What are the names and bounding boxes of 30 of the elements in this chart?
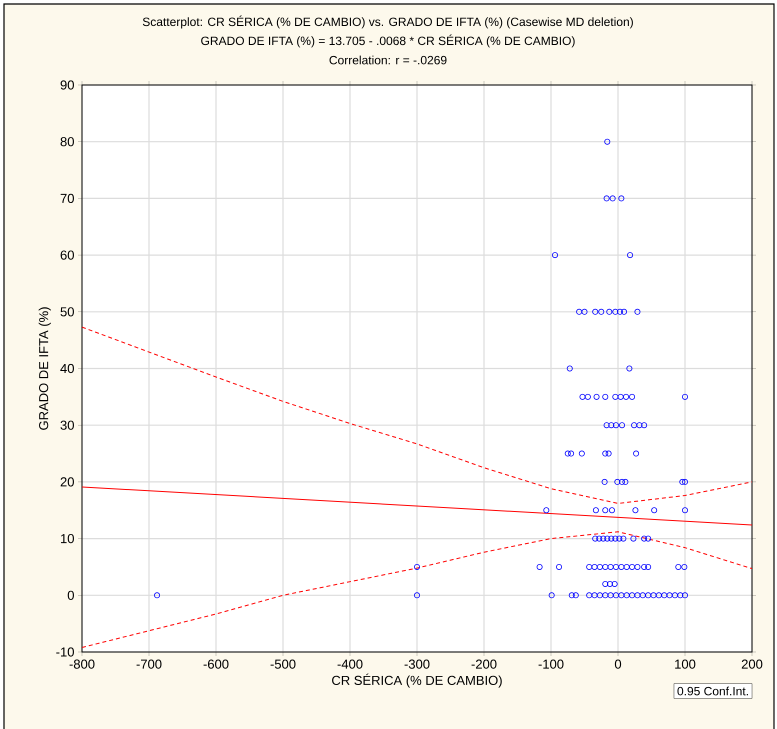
text: 0.95 Conf.Int. [677, 686, 748, 696]
y-tick-label: 10 [60, 534, 74, 544]
chart-subtitle: GRADO DE IFTA (%) = 13.705 - .0068 * CR SÉRICA (% DE CAMBIO) [201, 34, 575, 48]
x-tick-label: -100 [538, 660, 564, 669]
y-axis-title: GRADO DE IFTA (%) [38, 307, 51, 430]
x-tick-label: -500 [270, 660, 296, 669]
x-tick-label: 100 [675, 660, 696, 669]
y-tick-label: 50 [60, 307, 74, 316]
x-tick-label: -800 [70, 660, 95, 669]
x-tick-label: -400 [338, 660, 363, 669]
y-tick-label: 90 [60, 80, 74, 90]
y-tick-label: 80 [60, 137, 74, 146]
x-axis-title: CR SÉRICA (% DE CAMBIO) [332, 674, 502, 688]
text: Correlation: r = -.0269 [330, 56, 446, 64]
x-tick-label: 200 [742, 660, 762, 669]
x-tick-label: -600 [204, 660, 229, 669]
y-tick-label: 60 [60, 250, 74, 260]
y-tick-label: 70 [60, 194, 74, 203]
x-tick-label: -700 [136, 660, 162, 669]
x-tick-label: 0 [614, 660, 622, 669]
y-tick-label: -10 [56, 647, 74, 657]
y-tick-label: 30 [60, 420, 74, 430]
y-tick-label: 20 [60, 477, 74, 486]
line-series [82, 326, 752, 504]
chart-title: Scatterplot: CR SÉRICA (% DE CAMBIO) vs. GRADO DE IFTA (%) (Casewise MD deletion) [142, 16, 633, 28]
line-series [82, 531, 752, 648]
x-tick-label: -200 [472, 660, 497, 669]
y-tick-label: 0 [68, 590, 74, 600]
x-tick-label: -300 [404, 660, 430, 669]
y-tick-label: 40 [60, 364, 74, 374]
